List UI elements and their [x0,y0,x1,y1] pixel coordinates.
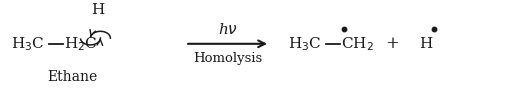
Text: h$\nu$: h$\nu$ [218,22,237,37]
Text: H: H [420,37,433,51]
Text: H: H [91,3,104,17]
Text: H$_3$C: H$_3$C [11,35,44,53]
Text: CH$_2$: CH$_2$ [341,35,374,53]
Text: Ethane: Ethane [47,70,97,84]
Text: H$_2$C: H$_2$C [64,35,97,53]
Text: H$_3$C: H$_3$C [288,35,321,53]
Text: +: + [386,35,399,52]
Text: Homolysis: Homolysis [193,52,262,65]
